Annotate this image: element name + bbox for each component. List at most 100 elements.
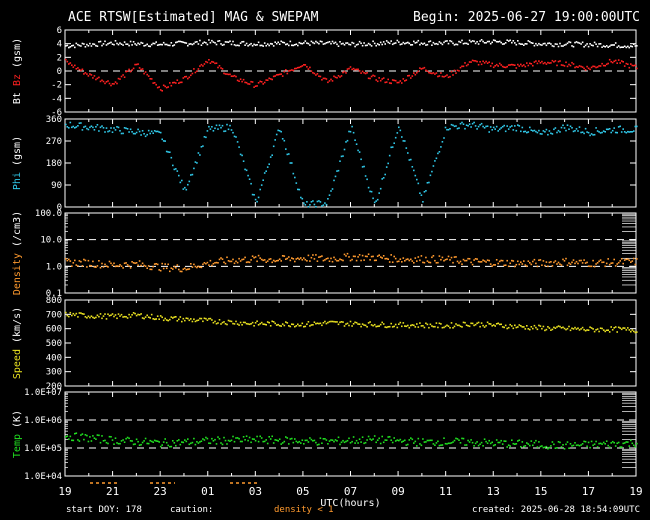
point-Bz [491, 62, 493, 65]
point-Density [571, 261, 573, 264]
point-Bz [251, 81, 254, 83]
point-Speed [132, 312, 135, 314]
point-Density [544, 264, 546, 267]
point-Bt [394, 42, 397, 44]
point-Phi [358, 151, 361, 153]
point-Speed [306, 323, 308, 325]
point-Phi [363, 165, 365, 168]
point-Speed [593, 330, 596, 333]
point-Bt [165, 43, 168, 46]
point-Bz [185, 75, 188, 78]
point-Bz [426, 70, 429, 72]
point-Temp [385, 439, 388, 441]
point-Density [482, 259, 484, 261]
point-Speed [584, 329, 587, 332]
point-Bz [523, 64, 525, 66]
point-Temp [199, 441, 201, 443]
point-Phi [563, 127, 566, 129]
point-Bz [620, 60, 623, 62]
point-Density [416, 260, 418, 262]
point-Bz [178, 82, 180, 84]
point-Speed [159, 315, 162, 317]
point-Density [90, 265, 93, 267]
point-Speed [416, 323, 418, 325]
point-Density [361, 254, 364, 257]
point-Density [559, 263, 561, 265]
point-Speed [66, 314, 69, 317]
point-Phi [633, 130, 635, 132]
point-Bt [110, 41, 112, 44]
point-Bz [229, 73, 231, 76]
point-Bz [617, 59, 620, 61]
point-Phi [571, 127, 573, 129]
point-Temp [577, 444, 579, 446]
point-Density [369, 259, 371, 261]
point-Temp [138, 444, 141, 446]
point-Speed [211, 319, 213, 321]
point-Temp [357, 442, 359, 444]
point-Bt [498, 40, 501, 43]
point-Density [545, 261, 548, 263]
point-Bz [351, 68, 353, 71]
point-Density [295, 258, 298, 260]
point-Speed [390, 322, 392, 325]
point-Density [340, 259, 343, 261]
point-Phi [479, 124, 481, 126]
point-Phi [226, 123, 228, 126]
point-Phi [517, 124, 519, 126]
point-Temp [200, 440, 203, 442]
point-Speed [322, 322, 325, 324]
point-Speed [334, 321, 337, 323]
point-Density [176, 264, 179, 266]
point-Speed [438, 322, 441, 325]
point-Density [221, 258, 224, 260]
point-Density [449, 259, 451, 261]
point-Speed [381, 321, 383, 324]
point-Density [547, 265, 549, 268]
point-Density [630, 261, 632, 263]
caution-label: caution: [170, 505, 214, 515]
point-Bz [376, 80, 379, 83]
point-Phi [387, 162, 389, 165]
point-Bz [114, 81, 117, 83]
point-Phi [504, 130, 507, 133]
point-Phi [429, 174, 432, 177]
point-Bz [394, 79, 397, 82]
point-Speed [420, 325, 423, 327]
point-Phi [337, 169, 340, 172]
point-Speed [167, 319, 169, 322]
point-Density [301, 259, 304, 261]
point-Bt [69, 46, 72, 48]
point-Density [271, 261, 273, 264]
point-Density [575, 260, 578, 263]
point-Phi [138, 130, 141, 133]
point-Speed [497, 322, 499, 325]
point-Temp [227, 439, 230, 442]
point-Speed [614, 326, 617, 328]
point-Bt [608, 45, 611, 48]
point-Density [123, 262, 126, 265]
point-Phi [411, 166, 414, 168]
point-Bt [351, 41, 353, 44]
point-Bt [200, 44, 203, 46]
point-Density [414, 257, 417, 259]
point-Temp [483, 438, 486, 440]
point-Temp [211, 437, 213, 440]
point-Speed [511, 325, 513, 327]
point-Bz [110, 84, 112, 87]
point-Density [437, 261, 439, 264]
point-Bt [515, 43, 518, 46]
point-Speed [340, 321, 343, 323]
point-Bt [369, 43, 371, 46]
point-Density [432, 255, 435, 257]
point-Temp [313, 439, 316, 442]
point-Phi [310, 201, 313, 203]
point-Bt [306, 42, 308, 44]
point-Bz [434, 73, 436, 75]
point-Phi [405, 147, 408, 149]
point-Bz [107, 80, 109, 82]
point-Temp [529, 444, 531, 447]
point-Bt [179, 40, 182, 43]
point-Bz [470, 61, 472, 63]
point-Bz [441, 75, 444, 78]
